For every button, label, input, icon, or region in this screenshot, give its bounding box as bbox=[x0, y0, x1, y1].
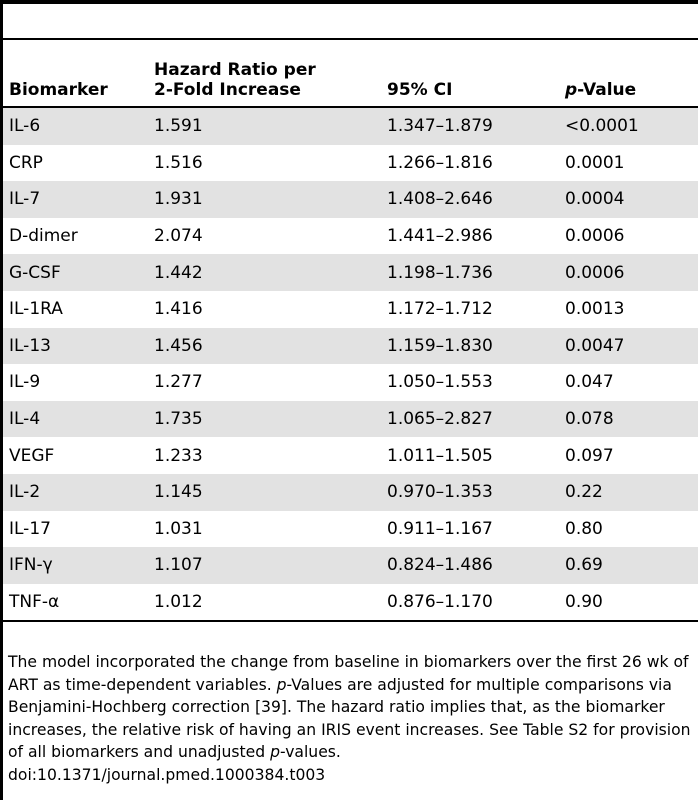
header-biomarker: Biomarker bbox=[3, 40, 148, 108]
header-ci: 95% CI bbox=[381, 40, 559, 108]
cell-ci: 1.266–1.816 bbox=[387, 152, 493, 173]
cell-p-value: 0.0006 bbox=[559, 254, 698, 291]
table-row: IL-1RA 1.416 1.172–1.712 0.0013 bbox=[3, 291, 698, 328]
cell-ci: 1.065–2.827 bbox=[381, 400, 559, 438]
cell-p-value: 0.0013 bbox=[565, 299, 625, 320]
cell-ci: 1.408–2.646 bbox=[381, 181, 559, 218]
cell-biomarker: IL-7 bbox=[3, 181, 148, 218]
cell-hazard-ratio: 1.107 bbox=[148, 547, 381, 584]
cell-ci: 0.970–1.353 bbox=[381, 473, 559, 511]
cell-hazard-ratio: 2.074 bbox=[154, 226, 203, 247]
cell-hazard-ratio: 1.931 bbox=[148, 181, 381, 218]
cell-p-value: 0.69 bbox=[559, 547, 698, 584]
cell-ci: 1.011–1.505 bbox=[387, 445, 493, 466]
cell-p-value: 0.0004 bbox=[559, 181, 698, 218]
header-hazard-ratio: Hazard Ratio per 2-Fold Increase bbox=[148, 40, 381, 108]
table-row: IL-13 1.456 1.159–1.830 0.0047 bbox=[3, 327, 698, 365]
cell-hazard-ratio: 1.442 bbox=[148, 254, 381, 291]
table-footnote: The model incorporated the change from b… bbox=[8, 651, 694, 787]
cell-hazard-ratio: 1.735 bbox=[148, 400, 381, 438]
cell-ci: 1.159–1.830 bbox=[381, 327, 559, 365]
table-row: D-dimer 2.074 1.441–2.986 0.0006 bbox=[3, 218, 698, 255]
cell-biomarker: IL-9 bbox=[9, 372, 41, 393]
table-row: IL-9 1.277 1.050–1.553 0.047 bbox=[3, 364, 698, 401]
doi-text: doi:10.1371/journal.pmed.1000384.t003 bbox=[8, 765, 326, 784]
table-row: G-CSF 1.442 1.198–1.736 0.0006 bbox=[3, 254, 698, 291]
cell-hazard-ratio: 1.012 bbox=[148, 583, 381, 623]
table-row: IL-2 1.145 0.970–1.353 0.22 bbox=[3, 473, 698, 511]
table-row: IL-6 1.591 1.347–1.879 <0.0001 bbox=[3, 107, 698, 145]
cell-hazard-ratio: 1.031 bbox=[154, 518, 203, 539]
cell-p-value: 0.047 bbox=[565, 372, 614, 393]
cell-biomarker: D-dimer bbox=[9, 226, 78, 247]
table-row: CRP 1.516 1.266–1.816 0.0001 bbox=[3, 145, 698, 182]
cell-hazard-ratio: 1.145 bbox=[148, 473, 381, 511]
cell-biomarker: IL-13 bbox=[3, 327, 148, 365]
cell-p-value: 0.80 bbox=[565, 518, 603, 539]
table-row: IL-4 1.735 1.065–2.827 0.078 bbox=[3, 400, 698, 438]
table-row: IL-7 1.931 1.408–2.646 0.0004 bbox=[3, 181, 698, 218]
footnote-text: The model incorporated the change from b… bbox=[8, 653, 691, 762]
table-row: TNF-α 1.012 0.876–1.170 0.90 bbox=[3, 583, 698, 623]
cell-hazard-ratio: 1.591 bbox=[148, 107, 381, 145]
cell-biomarker: G-CSF bbox=[3, 254, 148, 291]
cell-biomarker: IL-6 bbox=[3, 107, 148, 145]
cell-biomarker: IL-1RA bbox=[9, 299, 63, 320]
cell-p-value: 0.0047 bbox=[559, 327, 698, 365]
cell-hazard-ratio: 1.416 bbox=[154, 299, 203, 320]
cell-biomarker: CRP bbox=[9, 152, 43, 173]
cell-ci: 1.198–1.736 bbox=[381, 254, 559, 291]
table-row: IL-17 1.031 0.911–1.167 0.80 bbox=[3, 511, 698, 548]
table-row: VEGF 1.233 1.011–1.505 0.097 bbox=[3, 437, 698, 474]
cell-hazard-ratio: 1.233 bbox=[154, 445, 203, 466]
cell-biomarker: VEGF bbox=[9, 445, 55, 466]
cell-p-value: 0.097 bbox=[565, 445, 614, 466]
table-row: IFN-γ 1.107 0.824–1.486 0.69 bbox=[3, 547, 698, 584]
cell-hazard-ratio: 1.516 bbox=[154, 152, 203, 173]
cell-biomarker: IFN-γ bbox=[3, 547, 148, 584]
cell-ci: 1.347–1.879 bbox=[381, 107, 559, 145]
cell-ci: 0.876–1.170 bbox=[381, 583, 559, 623]
cell-ci: 1.050–1.553 bbox=[387, 372, 493, 393]
cell-p-value: <0.0001 bbox=[559, 107, 698, 145]
cell-ci: 0.824–1.486 bbox=[381, 547, 559, 584]
cell-biomarker: IL-4 bbox=[3, 400, 148, 438]
cell-hazard-ratio: 1.456 bbox=[148, 327, 381, 365]
cell-ci: 1.441–2.986 bbox=[387, 226, 493, 247]
cell-hazard-ratio: 1.277 bbox=[154, 372, 203, 393]
cell-ci: 0.911–1.167 bbox=[387, 518, 493, 539]
cell-biomarker: TNF-α bbox=[3, 583, 148, 623]
biomarker-table: Biomarker Hazard Ratio per 2-Fold Increas… bbox=[3, 40, 698, 623]
cell-ci: 1.172–1.712 bbox=[387, 299, 493, 320]
cell-p-value: 0.22 bbox=[559, 473, 698, 511]
cell-p-value: 0.0001 bbox=[565, 152, 625, 173]
cell-p-value: 0.0006 bbox=[565, 226, 625, 247]
cell-biomarker: IL-17 bbox=[9, 518, 51, 539]
top-rule bbox=[3, 38, 698, 40]
cell-biomarker: IL-2 bbox=[3, 473, 148, 511]
cell-p-value: 0.078 bbox=[559, 400, 698, 438]
header-row: Biomarker Hazard Ratio per 2-Fold Increas… bbox=[3, 40, 698, 108]
cell-p-value: 0.90 bbox=[559, 583, 698, 623]
header-p-value: p-Value bbox=[559, 40, 698, 108]
